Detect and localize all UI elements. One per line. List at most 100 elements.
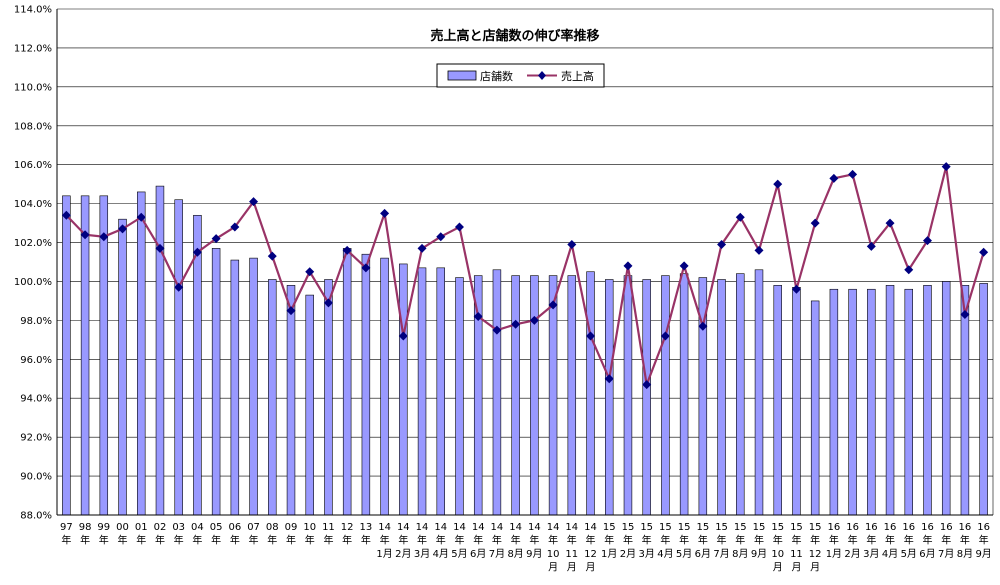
sales-marker: [623, 261, 633, 271]
x-tick-label: 年: [885, 534, 895, 547]
line-layer: [65, 166, 985, 389]
marker-layer: [61, 162, 989, 390]
bar: [773, 285, 782, 516]
x-tick-label: 年: [473, 534, 483, 547]
sales-marker: [267, 251, 277, 261]
sales-marker: [323, 298, 333, 308]
bar: [923, 285, 932, 516]
sales-marker: [885, 218, 895, 228]
bar: [979, 283, 988, 516]
x-tick-label: 年: [904, 534, 914, 547]
x-tick-label: 年: [773, 534, 783, 547]
sales-marker: [118, 224, 128, 234]
sales-marker: [904, 265, 914, 275]
x-tick-label: 14: [472, 522, 485, 533]
x-tick-label: 年: [192, 534, 202, 547]
x-tick-label: 2月: [620, 548, 636, 560]
x-tick-label: 年: [698, 534, 708, 547]
x-tick-label: 14: [416, 522, 429, 533]
x-tick-label: 年: [436, 534, 446, 547]
x-tick-label: 8月: [732, 548, 748, 560]
bar: [380, 257, 389, 516]
x-tick-label: 月: [586, 562, 596, 574]
sales-line: [65, 166, 985, 389]
bar: [492, 269, 502, 516]
y-tick-labels: 88.0% 90.0% 92.0% 94.0% 96.0% 98.0% 100.0% 102.…: [14, 5, 52, 522]
x-tick-label: 15: [715, 522, 728, 533]
x-tick-label: 07: [247, 522, 260, 533]
x-tick-label: 10: [303, 522, 316, 533]
x-tick-label: 年: [922, 534, 932, 547]
x-tick-label: 年: [230, 534, 240, 547]
x-tick-label: 12: [341, 522, 354, 533]
bar: [286, 285, 296, 516]
x-tick-label: 年: [80, 534, 90, 547]
bar: [193, 214, 202, 516]
sales-marker: [174, 282, 184, 292]
x-tick-label: 3月: [414, 548, 430, 560]
x-tick-label: 9月: [751, 548, 767, 560]
x-tick-label: 15: [659, 522, 672, 533]
x-tick-label: 年: [717, 534, 727, 547]
bar: [230, 259, 240, 516]
bar: [80, 195, 90, 516]
y-tick-label: 92.0%: [20, 433, 52, 444]
bar: [530, 275, 539, 516]
x-tick-label: 16: [959, 522, 972, 533]
x-tick-label: 15: [790, 522, 803, 533]
sales-marker: [604, 374, 614, 384]
x-tick-label: 月: [810, 562, 820, 574]
x-tick-label: 年: [249, 534, 259, 547]
bar: [118, 218, 127, 516]
x-tick-label: 3月: [638, 548, 654, 560]
x-tick-label: 16: [846, 522, 859, 533]
x-tick-label: 月: [548, 562, 558, 574]
sales-marker: [61, 210, 71, 220]
x-tick-label: 16: [940, 522, 953, 533]
y-tick-label: 94.0%: [20, 394, 52, 405]
x-tick-label: 年: [548, 534, 558, 547]
bar: [511, 275, 520, 516]
sales-marker: [698, 321, 708, 331]
x-tick-label: 1月: [826, 548, 842, 560]
x-tick-label: 年: [586, 534, 596, 547]
x-tick-label: 2月: [844, 548, 860, 560]
bar: [62, 195, 71, 516]
x-tick-label: 6月: [695, 548, 711, 560]
y-tick-label: 100.0%: [14, 277, 52, 288]
sales-marker: [642, 380, 652, 390]
x-tick-label: 月: [773, 562, 783, 574]
sales-marker: [717, 239, 727, 249]
x-tick-label: 14: [547, 522, 560, 533]
x-tick-label: 1月: [376, 548, 392, 560]
x-tick-label: 14: [434, 522, 447, 533]
x-tick-label: 11: [790, 549, 803, 560]
bar: [904, 288, 913, 516]
bar: [137, 191, 146, 516]
bar: [324, 279, 333, 516]
sales-marker: [192, 247, 202, 257]
bar: [436, 267, 445, 516]
x-tick-label: 年: [136, 534, 146, 547]
x-tick-labels: 97年98年99年00年01年02年03年04年05年06年07年08年09年1…: [60, 522, 992, 574]
y-tick-label: 102.0%: [14, 238, 52, 249]
sales-marker: [230, 222, 240, 232]
x-tick-label: 01: [135, 522, 148, 533]
x-tick-label: 年: [305, 534, 315, 547]
x-tick-label: 年: [454, 534, 464, 547]
x-tick-label: 00: [116, 522, 129, 533]
x-tick-label: 月: [567, 562, 577, 574]
x-tick-label: 月: [791, 562, 801, 574]
x-tick-label: 14: [528, 522, 541, 533]
x-tick-label: 年: [492, 534, 502, 547]
x-tick-label: 年: [735, 534, 745, 547]
x-tick-label: 年: [417, 534, 427, 547]
x-tick-label: 年: [754, 534, 764, 547]
legend: 店舗数 売上高: [436, 63, 605, 88]
sales-marker: [529, 315, 539, 325]
x-tick-label: 6月: [919, 548, 935, 560]
sales-marker: [342, 245, 352, 255]
x-tick-label: 09: [285, 522, 298, 533]
bar: [848, 288, 857, 516]
x-tick-label: 15: [696, 522, 709, 533]
